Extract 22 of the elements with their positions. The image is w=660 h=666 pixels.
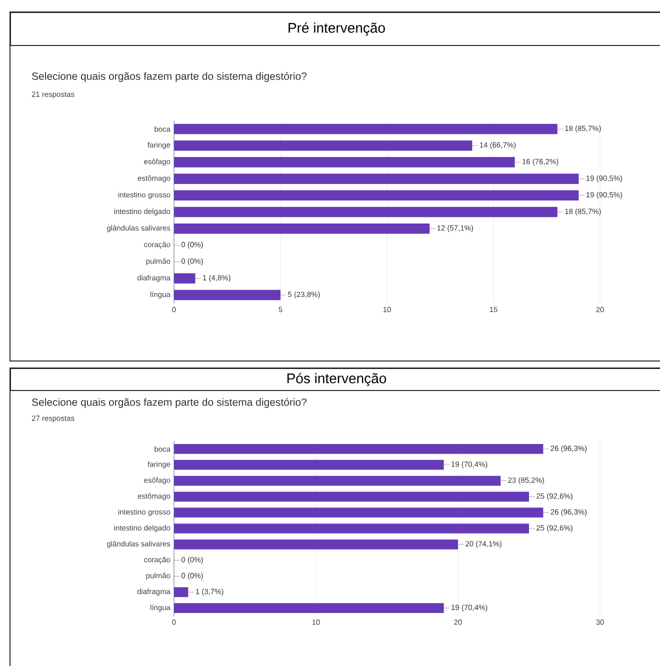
bar (174, 587, 188, 598)
chart-subtitle: Selecione quais orgãos fazem parte do sistema digestório? (32, 72, 307, 82)
bar (174, 124, 558, 134)
bar (174, 223, 430, 234)
bar (174, 460, 444, 470)
bar (174, 476, 501, 486)
bar (174, 444, 544, 454)
bar (174, 157, 515, 168)
bar (174, 492, 529, 502)
bar (174, 539, 458, 550)
bar (174, 524, 529, 534)
chart-title: Pós intervenção (287, 372, 386, 386)
bar (174, 603, 444, 613)
chart-title: Pré intervenção (288, 22, 385, 36)
chart-subtitle: Selecione quais orgãos fazem parte do sistema digestório? (32, 398, 307, 408)
bar (174, 206, 558, 218)
bar (174, 508, 544, 518)
bar (174, 190, 579, 201)
bar (174, 174, 579, 184)
bar (174, 290, 280, 300)
bar (174, 273, 196, 284)
bar (174, 140, 472, 151)
